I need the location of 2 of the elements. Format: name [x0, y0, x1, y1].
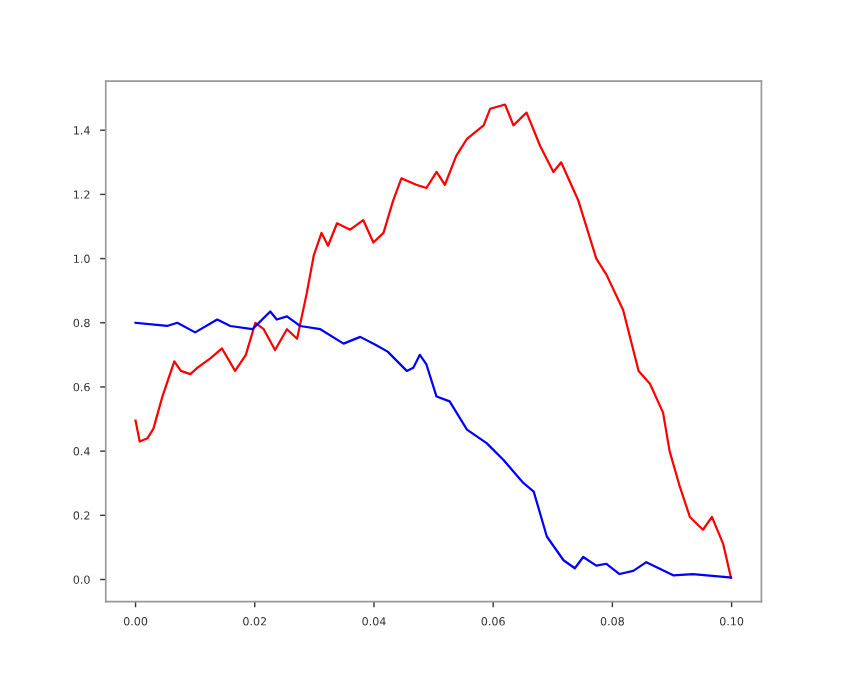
- line-series: [134, 310, 733, 579]
- line-series: [134, 103, 733, 579]
